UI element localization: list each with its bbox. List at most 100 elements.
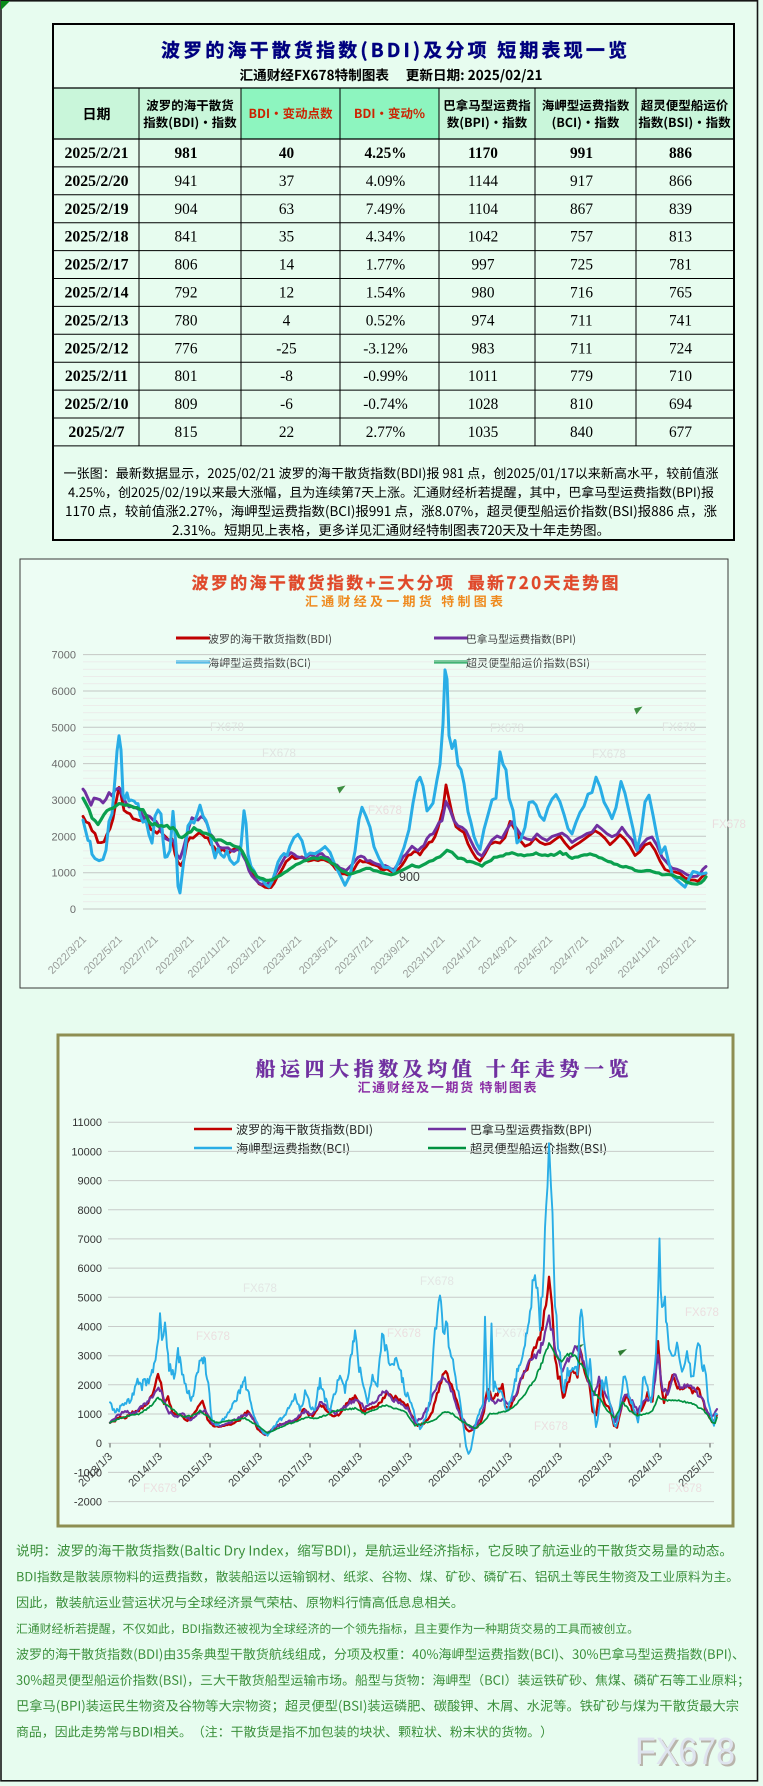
svg-text:991: 991 bbox=[570, 145, 593, 162]
svg-text:4: 4 bbox=[283, 312, 291, 329]
svg-text:FX678: FX678 bbox=[712, 819, 746, 831]
svg-text:776: 776 bbox=[175, 340, 198, 357]
svg-text:FX678: FX678 bbox=[196, 1331, 230, 1343]
svg-text:801: 801 bbox=[175, 368, 198, 385]
svg-text:9000: 9000 bbox=[78, 1176, 102, 1188]
svg-text:1000: 1000 bbox=[52, 868, 76, 880]
svg-text:866: 866 bbox=[669, 173, 692, 190]
svg-text:FX678: FX678 bbox=[387, 1328, 421, 1340]
svg-text:810: 810 bbox=[570, 396, 593, 413]
svg-text:2025/2/10: 2025/2/10 bbox=[64, 396, 128, 413]
svg-text:1144: 1144 bbox=[468, 173, 498, 190]
svg-text:2025/2/13: 2025/2/13 bbox=[64, 312, 128, 329]
svg-text:1028: 1028 bbox=[468, 396, 499, 413]
svg-text:2.77%: 2.77% bbox=[366, 424, 406, 441]
svg-text:FX678: FX678 bbox=[490, 723, 524, 735]
svg-text:2025/2/21: 2025/2/21 bbox=[64, 145, 128, 162]
svg-text:2025/2/14: 2025/2/14 bbox=[64, 284, 128, 301]
svg-text:941: 941 bbox=[175, 173, 198, 190]
svg-text:7000: 7000 bbox=[52, 650, 76, 662]
svg-text:809: 809 bbox=[175, 396, 198, 413]
svg-text:765: 765 bbox=[669, 284, 692, 301]
svg-text:FX678: FX678 bbox=[662, 722, 696, 734]
svg-text:2000: 2000 bbox=[52, 831, 76, 843]
svg-text:FX678: FX678 bbox=[262, 748, 296, 760]
svg-text:780: 780 bbox=[175, 312, 198, 329]
svg-text:6000: 6000 bbox=[52, 686, 76, 698]
svg-text:-0.99%: -0.99% bbox=[363, 368, 408, 385]
svg-text:1.54%: 1.54% bbox=[366, 284, 406, 301]
svg-text:983: 983 bbox=[472, 340, 495, 357]
svg-text:-0.74%: -0.74% bbox=[363, 396, 408, 413]
svg-text:2025/2/7: 2025/2/7 bbox=[68, 424, 124, 441]
svg-text:867: 867 bbox=[570, 201, 593, 218]
svg-text:0.52%: 0.52% bbox=[366, 312, 406, 329]
svg-text:974: 974 bbox=[472, 312, 495, 329]
svg-text:904: 904 bbox=[175, 201, 198, 218]
svg-text:4.09%: 4.09% bbox=[366, 173, 406, 190]
svg-text:35: 35 bbox=[279, 229, 295, 246]
svg-text:1.77%: 1.77% bbox=[366, 257, 406, 274]
svg-text:741: 741 bbox=[669, 312, 692, 329]
svg-text:2025/2/19: 2025/2/19 bbox=[64, 201, 128, 218]
svg-text:716: 716 bbox=[570, 284, 593, 301]
svg-text:1011: 1011 bbox=[468, 368, 498, 385]
svg-text:14: 14 bbox=[279, 257, 295, 274]
svg-text:FX678: FX678 bbox=[637, 1733, 737, 1775]
svg-text:FX678: FX678 bbox=[592, 749, 626, 761]
svg-text:63: 63 bbox=[279, 201, 295, 218]
svg-text:10000: 10000 bbox=[71, 1146, 102, 1158]
svg-text:7000: 7000 bbox=[78, 1234, 102, 1246]
svg-text:813: 813 bbox=[669, 229, 692, 246]
svg-text:4.34%: 4.34% bbox=[366, 229, 406, 246]
svg-text:FX678: FX678 bbox=[685, 1307, 719, 1319]
svg-text:806: 806 bbox=[175, 257, 198, 274]
svg-text:841: 841 bbox=[175, 229, 198, 246]
svg-text:694: 694 bbox=[669, 396, 692, 413]
svg-text:724: 724 bbox=[669, 340, 692, 357]
svg-text:0: 0 bbox=[96, 1438, 102, 1450]
svg-text:5000: 5000 bbox=[78, 1292, 102, 1304]
svg-text:2025/2/17: 2025/2/17 bbox=[64, 257, 128, 274]
svg-text:900: 900 bbox=[399, 870, 420, 884]
svg-text:FX678: FX678 bbox=[210, 722, 244, 734]
svg-text:980: 980 bbox=[472, 284, 495, 301]
svg-text:3000: 3000 bbox=[52, 795, 76, 807]
svg-text:FX678: FX678 bbox=[668, 1483, 702, 1495]
svg-text:839: 839 bbox=[669, 201, 692, 218]
svg-text:886: 886 bbox=[669, 145, 692, 162]
svg-text:2000: 2000 bbox=[78, 1380, 102, 1392]
svg-text:779: 779 bbox=[570, 368, 593, 385]
svg-text:5000: 5000 bbox=[52, 722, 76, 734]
svg-text:840: 840 bbox=[570, 424, 593, 441]
svg-text:-3.12%: -3.12% bbox=[363, 340, 408, 357]
svg-text:-1000: -1000 bbox=[74, 1467, 102, 1479]
svg-text:1035: 1035 bbox=[468, 424, 499, 441]
svg-text:40: 40 bbox=[279, 145, 295, 162]
svg-text:757: 757 bbox=[570, 229, 593, 246]
svg-text:FX678: FX678 bbox=[143, 1483, 177, 1495]
svg-text:710: 710 bbox=[669, 368, 692, 385]
svg-text:2025/2/20: 2025/2/20 bbox=[64, 173, 128, 190]
svg-text:FX678: FX678 bbox=[368, 805, 402, 817]
svg-text:781: 781 bbox=[669, 257, 692, 274]
svg-text:917: 917 bbox=[570, 173, 593, 190]
svg-text:FX678: FX678 bbox=[534, 1421, 568, 1433]
svg-text:11000: 11000 bbox=[72, 1117, 102, 1129]
svg-text:1042: 1042 bbox=[468, 229, 499, 246]
svg-text:1104: 1104 bbox=[468, 201, 498, 218]
svg-text:12: 12 bbox=[279, 284, 294, 301]
svg-text:FX678: FX678 bbox=[420, 1276, 454, 1288]
svg-text:22: 22 bbox=[279, 424, 294, 441]
svg-text:FX678: FX678 bbox=[635, 1731, 735, 1773]
svg-text:FX678: FX678 bbox=[495, 1328, 529, 1340]
svg-text:0: 0 bbox=[70, 904, 76, 916]
svg-text:8000: 8000 bbox=[78, 1205, 102, 1217]
svg-text:711: 711 bbox=[570, 312, 592, 329]
svg-text:2025/2/18: 2025/2/18 bbox=[64, 229, 128, 246]
svg-text:2025/2/12: 2025/2/12 bbox=[64, 340, 128, 357]
svg-text:815: 815 bbox=[175, 424, 198, 441]
svg-text:981: 981 bbox=[175, 145, 198, 162]
svg-text:4000: 4000 bbox=[78, 1321, 102, 1333]
svg-text:-8: -8 bbox=[280, 368, 293, 385]
